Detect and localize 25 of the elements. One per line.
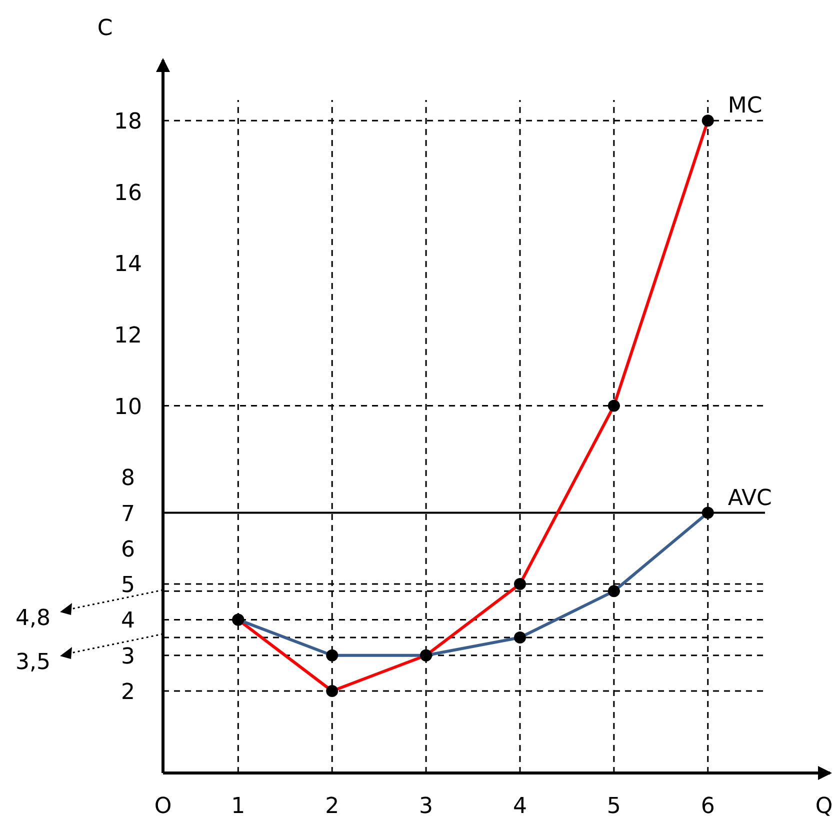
y-tick-label: 8 xyxy=(121,466,135,492)
text: 4,8 xyxy=(16,606,50,631)
y-tick-label: 6 xyxy=(121,537,135,562)
x-tick-label: 2 xyxy=(325,794,340,819)
x-axis-title: Q xyxy=(815,794,833,819)
y-tick-label: 4 xyxy=(121,608,135,634)
y-tick-label: 5 xyxy=(121,573,135,598)
series-label: MC xyxy=(728,94,762,119)
y-tick-label: 2 xyxy=(121,680,135,706)
y-tick-label: 10 xyxy=(114,394,142,420)
y-axis-title: C xyxy=(97,16,113,41)
x-tick-label: O xyxy=(154,794,172,819)
y-tick-label: 3 xyxy=(121,644,135,670)
y-tick-label: 18 xyxy=(114,110,142,135)
y-tick-label: 16 xyxy=(114,180,142,206)
x-tick-label: 3 xyxy=(419,794,434,819)
x-tick-label: 5 xyxy=(606,794,621,819)
x-tick-label: 1 xyxy=(231,794,246,819)
text: 3,5 xyxy=(16,650,50,675)
x-tick-label: 6 xyxy=(700,794,715,819)
series-label: AVC xyxy=(728,486,772,511)
y-tick-label: 14 xyxy=(114,252,142,278)
y-tick-label: 12 xyxy=(114,324,142,349)
x-tick-label: 4 xyxy=(512,794,527,819)
y-tick-label: 7 xyxy=(121,502,135,527)
